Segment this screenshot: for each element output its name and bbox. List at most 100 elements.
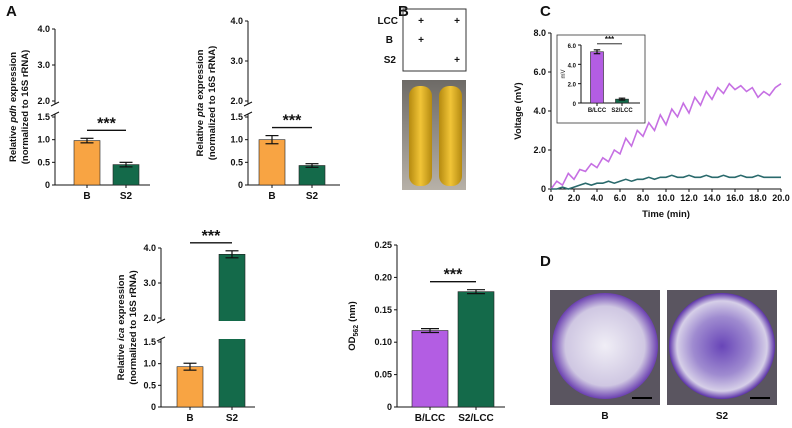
bar	[258, 139, 286, 186]
y-tick-label: 3.0	[143, 278, 156, 288]
y-tick-label: 6.0	[533, 67, 546, 77]
y-axis-label-part: pta	[195, 103, 206, 118]
y-tick-label: 3.0	[37, 60, 50, 70]
y-axis-label: (normalized to 16S rRNA)	[207, 46, 218, 161]
bar	[411, 330, 449, 408]
break-mark	[156, 336, 166, 342]
break-mark	[156, 318, 166, 324]
error-bar	[119, 161, 133, 168]
y-tick-label: 2.0	[230, 96, 243, 106]
y-axis-label: Relative ica expression	[116, 274, 127, 380]
y-tick-label: 2.0	[568, 83, 577, 89]
y-tick-label: 0.15	[374, 305, 392, 315]
x-tick-label: 14.0	[703, 193, 721, 203]
y-tick-label: 0.5	[37, 157, 50, 167]
y-axis-label-part: expression	[116, 274, 127, 324]
y-tick-label: 0.20	[374, 272, 392, 282]
y-tick-label: 4.0	[533, 106, 546, 116]
y-axis-label-part: expression	[195, 49, 206, 99]
break-mark	[243, 111, 253, 117]
error-bar	[421, 327, 439, 334]
y-tick-label: 0	[387, 402, 392, 412]
x-tick-label: 10.0	[657, 193, 675, 203]
x-tick-label: B	[83, 191, 90, 202]
x-tick-label: 16.0	[726, 193, 744, 203]
y-tick-label: 0	[541, 184, 546, 194]
y-axis-label: OD562 (nm)	[347, 301, 360, 351]
y-axis-label-part: pdh	[8, 105, 19, 124]
y-tick-label: 0.5	[230, 157, 243, 167]
cell: +	[454, 55, 460, 66]
y-axis-label-part: expression	[8, 52, 19, 102]
y-tick-label: 2.0	[143, 313, 156, 323]
bar	[112, 164, 140, 186]
x-tick-label: 8.0	[637, 193, 650, 203]
x-tick-label: 0	[548, 193, 553, 203]
y-tick-label: 0.05	[374, 370, 392, 380]
panel-label: C	[540, 3, 551, 20]
bar	[298, 165, 326, 186]
tube	[439, 86, 462, 186]
y-tick-label: 2.0	[533, 145, 546, 155]
bar	[176, 366, 204, 408]
y-axis-label-part: Relative	[195, 120, 206, 156]
x-tick-label: 18.0	[749, 193, 767, 203]
y-axis-label: Relative pta expression	[195, 49, 206, 156]
y-tick-label: 4.0	[230, 16, 243, 26]
y-tick-label: 0	[573, 102, 577, 108]
cell: +	[418, 16, 424, 27]
y-tick-label: 1.5	[37, 112, 50, 122]
x-tick-label: B	[268, 191, 275, 202]
x-tick-label: 6.0	[614, 193, 627, 203]
significance: ***	[283, 113, 302, 130]
y-axis-label-part: ica	[116, 328, 127, 341]
y-tick-label: 1.5	[143, 337, 156, 347]
image-label: S2	[716, 411, 729, 422]
y-tick-label: 1.0	[143, 359, 156, 369]
y-tick-label: 0	[238, 180, 243, 190]
error-bar	[183, 362, 197, 371]
panel-label: D	[540, 253, 551, 270]
x-axis-label: Time (min)	[642, 209, 690, 220]
line-series	[551, 174, 781, 190]
x-tick-label: S2	[306, 191, 319, 202]
x-tick-label: S2	[226, 413, 239, 424]
y-tick-label: 0	[151, 402, 156, 412]
bar	[73, 140, 101, 186]
y-tick-label: 0.5	[143, 380, 156, 390]
y-tick-label: 0	[45, 180, 50, 190]
bar	[590, 51, 604, 104]
break-mark	[243, 101, 253, 107]
cell: +	[418, 35, 424, 46]
cell: +	[454, 16, 460, 27]
y-axis-label: (normalized to 16S rRNA)	[128, 270, 139, 385]
significance: ***	[97, 115, 116, 132]
break-mark	[50, 101, 60, 107]
bar	[457, 291, 495, 408]
row-label: S2	[384, 55, 397, 66]
x-tick-label: 4.0	[591, 193, 604, 203]
image-label: B	[601, 411, 608, 422]
y-tick-label: 0.10	[374, 337, 392, 347]
x-tick-label: 2.0	[568, 193, 581, 203]
y-axis-label-part: OD	[347, 336, 358, 350]
y-axis-label-part: 562	[353, 325, 360, 337]
x-tick-label: S2/LCC	[458, 413, 494, 424]
significance: ***	[444, 267, 463, 284]
error-bar	[80, 137, 94, 144]
tube	[409, 86, 432, 186]
error-bar	[467, 289, 485, 295]
axis-break	[242, 104, 340, 114]
x-tick-label: B	[186, 413, 193, 424]
x-tick-label: S2/LCC	[611, 108, 633, 114]
error-bar	[593, 49, 601, 55]
row-label: B	[386, 35, 393, 46]
error-bar	[618, 97, 626, 101]
row-label: LCC	[377, 16, 398, 27]
significance: ***	[605, 35, 615, 44]
y-tick-label: 8.0	[533, 28, 546, 38]
y-axis-label: Voltage (mV)	[513, 82, 524, 139]
error-bar	[305, 163, 319, 168]
well	[552, 293, 658, 399]
